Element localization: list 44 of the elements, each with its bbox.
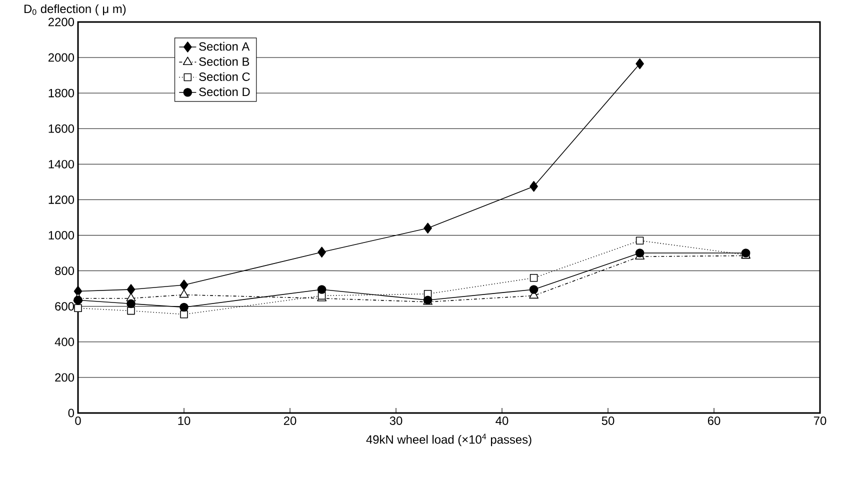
y-axis-title: D$_{0}$ deflection ( μ m)	[24, 4, 126, 16]
x-tick-label: 0	[75, 416, 81, 425]
point	[180, 310, 188, 318]
x-tick-label: 70	[814, 416, 826, 425]
legend-label: Section D	[199, 87, 250, 96]
x-tick-label: 30	[390, 416, 402, 425]
y-tick-label: 600	[55, 302, 74, 311]
legend-label: Section C	[199, 72, 250, 81]
point	[529, 285, 538, 294]
legend-label: Section A	[199, 42, 250, 51]
y-tick-label: 1600	[48, 124, 74, 133]
point	[127, 306, 135, 315]
y-tick-label: 200	[55, 373, 74, 382]
x-axis-title: 49kN wheel load (×10$^{4}$ passes)	[366, 434, 532, 446]
y-tick-label: 2000	[48, 53, 74, 62]
point	[530, 180, 538, 192]
point	[424, 222, 432, 234]
point	[530, 274, 538, 282]
y-tick-label: 1000	[48, 231, 74, 240]
point	[74, 296, 82, 305]
x-tick-label: 10	[178, 416, 190, 425]
x-tick-label: 60	[708, 416, 720, 425]
point	[126, 299, 136, 308]
point	[636, 236, 644, 244]
point	[636, 58, 644, 70]
point	[635, 248, 644, 258]
point	[126, 284, 136, 295]
y-tick-label: 2200	[48, 18, 74, 26]
y-tick-label: 1200	[48, 195, 74, 204]
point	[179, 289, 189, 298]
x-tick-label: 20	[284, 416, 296, 425]
y-tick-label: 0	[68, 408, 74, 418]
point	[180, 302, 188, 312]
point	[317, 285, 326, 294]
legend-label: Section B	[199, 57, 250, 66]
y-tick-label: 1400	[48, 160, 74, 168]
x-tick-label: 50	[602, 416, 614, 425]
point	[74, 304, 82, 312]
point	[318, 246, 326, 258]
y-tick-label: 800	[55, 266, 74, 276]
point	[180, 280, 188, 290]
y-tick-label: 1800	[48, 88, 74, 98]
y-tick-label: 400	[54, 338, 74, 346]
x-tick-label: 40	[496, 416, 508, 425]
